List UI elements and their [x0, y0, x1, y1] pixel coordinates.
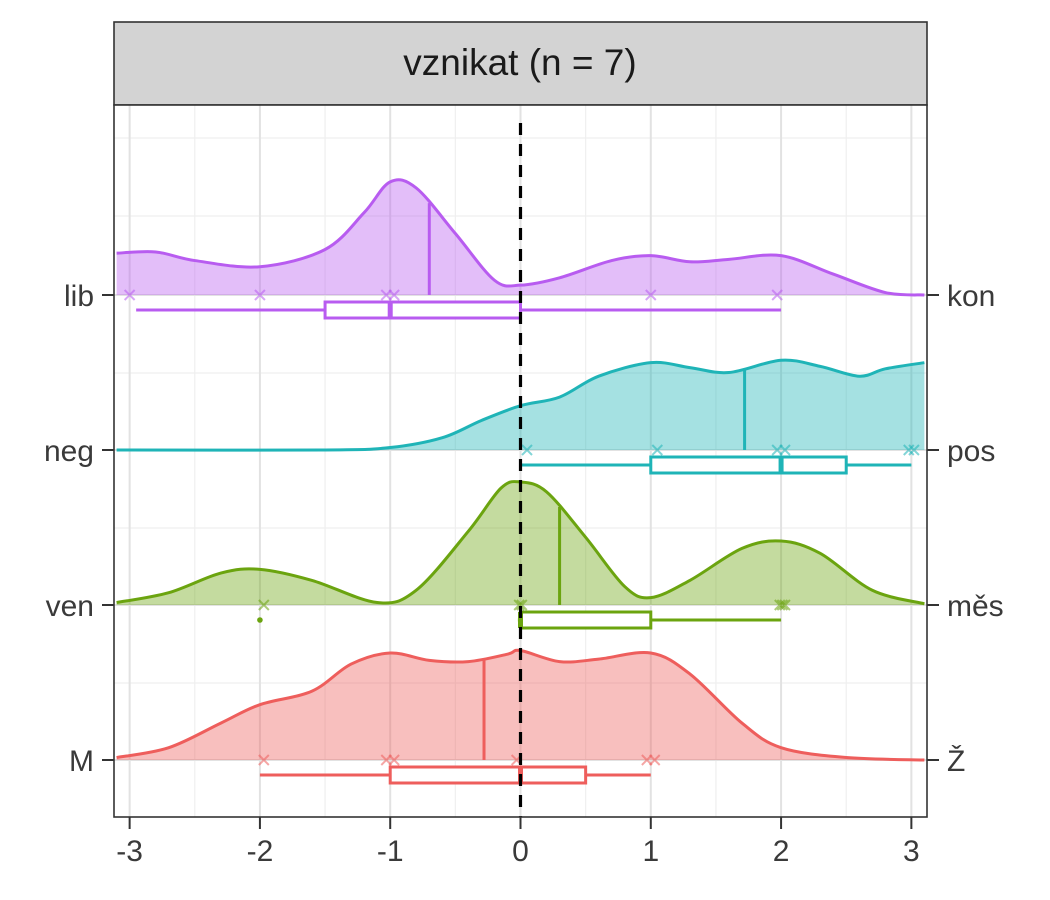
- data-point-stroke: [779, 444, 791, 456]
- y-label-left: neg: [44, 435, 94, 468]
- density-curve: [116, 648, 925, 762]
- density-area: [116, 360, 925, 451]
- boxplot-layer: [136, 300, 912, 785]
- data-point-stroke: [513, 599, 525, 611]
- data-point-stroke: [123, 289, 136, 301]
- y-label-left: M: [69, 745, 94, 778]
- data-point: [521, 444, 533, 456]
- x-tick-label: -3: [116, 835, 143, 868]
- x-tick-label: -2: [247, 835, 274, 868]
- data-point: [779, 599, 791, 611]
- chart-title: vznikat (n = 7): [403, 42, 636, 83]
- x-tick-label: 2: [773, 835, 790, 868]
- y-label-right: pos: [947, 435, 995, 468]
- data-point-stroke: [776, 599, 789, 611]
- data-point: [776, 599, 789, 611]
- data-point-stroke: [774, 599, 786, 611]
- y-label-right: kon: [947, 280, 995, 313]
- data-point-stroke: [779, 599, 791, 611]
- x-tick-label: 3: [903, 835, 920, 868]
- data-point: [513, 599, 525, 611]
- data-point: [774, 599, 786, 611]
- data-point-stroke: [258, 599, 270, 611]
- data-point-stroke: [388, 754, 400, 766]
- data-point: [645, 289, 657, 301]
- data-point-stroke: [771, 289, 783, 301]
- data-point-stroke: [903, 444, 915, 456]
- data-point: [651, 444, 664, 456]
- data-point: [908, 444, 920, 456]
- data-point: [779, 444, 791, 456]
- data-point: [903, 444, 915, 456]
- data-point-stroke: [908, 444, 920, 456]
- x-tick-label: -1: [377, 835, 404, 868]
- box-body: [649, 455, 848, 475]
- y-label-left: lib: [64, 280, 94, 313]
- box-body: [388, 765, 588, 785]
- x-tick-label: 0: [512, 835, 529, 868]
- axis-layer: lib kon neg pos ven měs M Ž -3 -2 -1 0 1 2 3: [44, 280, 1004, 868]
- data-point: [258, 754, 270, 766]
- strip-background: [113, 21, 928, 106]
- data-point: [648, 754, 661, 766]
- data-point: [123, 289, 136, 301]
- box-body: [323, 300, 523, 320]
- y-label-left: ven: [46, 590, 94, 623]
- density-curve: [116, 480, 925, 606]
- y-label-right: Ž: [947, 745, 965, 778]
- data-point-stroke: [521, 444, 533, 456]
- data-point-stroke: [645, 289, 657, 301]
- data-point-stroke: [516, 599, 528, 611]
- x-tick-label: 1: [642, 835, 659, 868]
- box-body: [519, 610, 653, 630]
- data-point-stroke: [651, 444, 664, 456]
- density-area: [116, 179, 925, 295]
- data-point-stroke: [388, 289, 400, 301]
- data-point: [258, 599, 270, 611]
- data-point: [388, 754, 400, 766]
- data-point: [388, 289, 400, 301]
- box-outlier: [257, 617, 263, 623]
- data-point-stroke: [648, 754, 661, 766]
- data-point: [254, 289, 266, 301]
- density-curve: [116, 358, 925, 452]
- data-point-stroke: [254, 289, 266, 301]
- density-area: [116, 650, 925, 760]
- data-point-stroke: [258, 754, 270, 766]
- data-point: [771, 289, 783, 301]
- data-point: [516, 599, 528, 611]
- density-curve: [116, 178, 925, 297]
- points-layer: [123, 289, 920, 766]
- y-label-right: měs: [947, 590, 1004, 623]
